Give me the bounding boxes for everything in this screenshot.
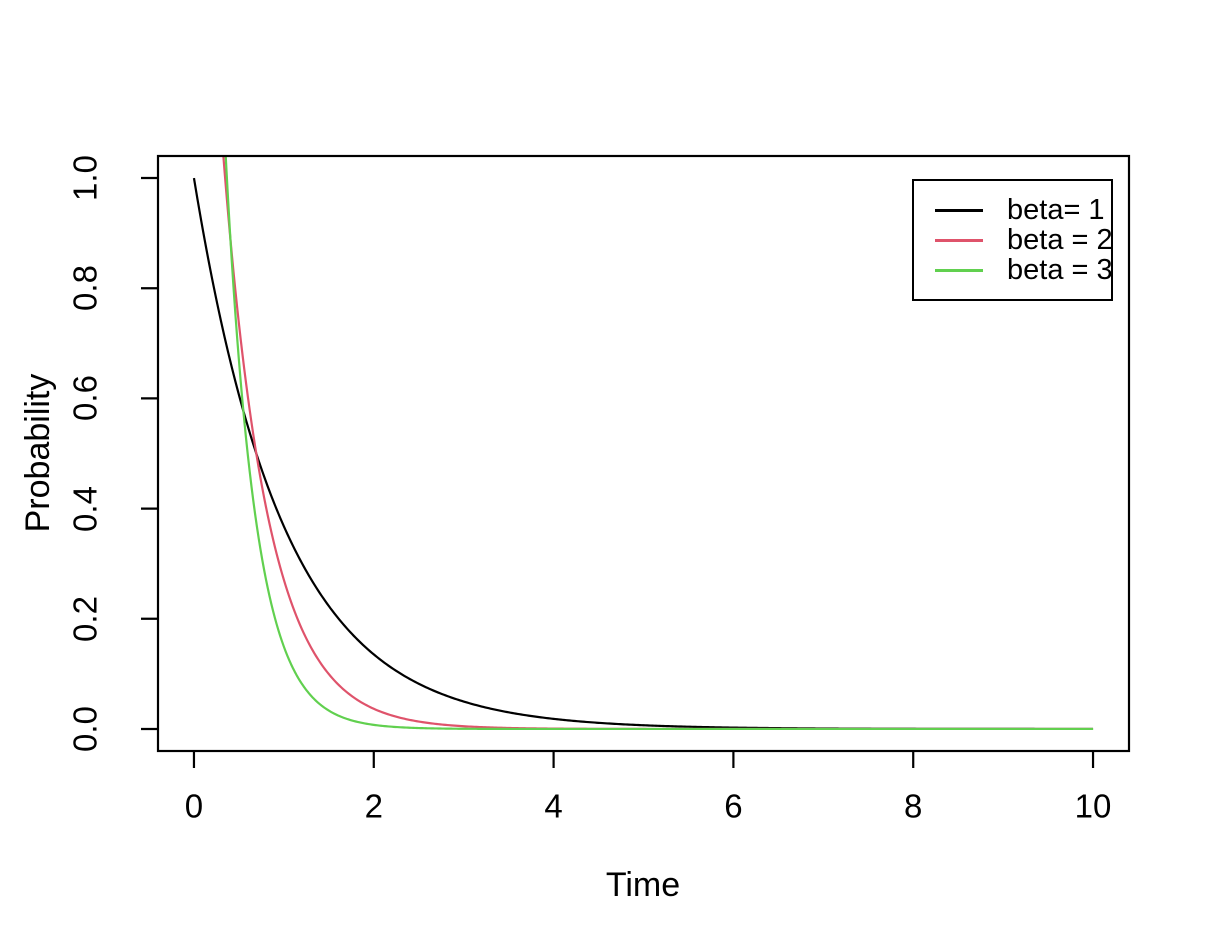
x-tick-label: 4 (544, 787, 563, 825)
legend-entry-label: beta = 2 (1007, 224, 1113, 256)
legend-line-swatch (935, 268, 983, 272)
legend-entry: beta = 2 (914, 224, 1113, 256)
legend-entry: beta= 1 (914, 195, 1111, 225)
x-tick-label: 8 (904, 787, 923, 825)
legend-line-swatch (935, 208, 983, 212)
y-tick-label: 0.6 (66, 375, 104, 422)
x-tick-label: 6 (724, 787, 743, 825)
x-tick-label: 2 (364, 787, 383, 825)
legend-line-swatch (935, 238, 983, 242)
y-tick-label: 0.0 (66, 706, 104, 752)
legend-entry-label: beta = 3 (1007, 254, 1113, 286)
series-curve (224, 156, 1094, 731)
y-tick-label: 0.2 (66, 595, 104, 642)
legend-entry-label: beta= 1 (1007, 194, 1105, 226)
y-tick-label: 0.8 (66, 265, 104, 312)
legend: beta= 1 beta = 2 beta = 3 (912, 179, 1113, 301)
plot-box (156, 154, 1131, 753)
x-tick-label: 10 (1074, 787, 1112, 825)
y-tick-label: 0.4 (66, 485, 104, 532)
y-axis-title: Probability (19, 373, 57, 533)
x-axis-title: Time (605, 866, 681, 904)
x-tick-label: 0 (184, 787, 204, 825)
legend-entry: beta = 3 (914, 254, 1113, 286)
axes-group (141, 154, 1131, 768)
series-curve (222, 156, 1094, 731)
y-tick-label: 1.0 (66, 155, 104, 201)
curves-group (192, 156, 1094, 731)
